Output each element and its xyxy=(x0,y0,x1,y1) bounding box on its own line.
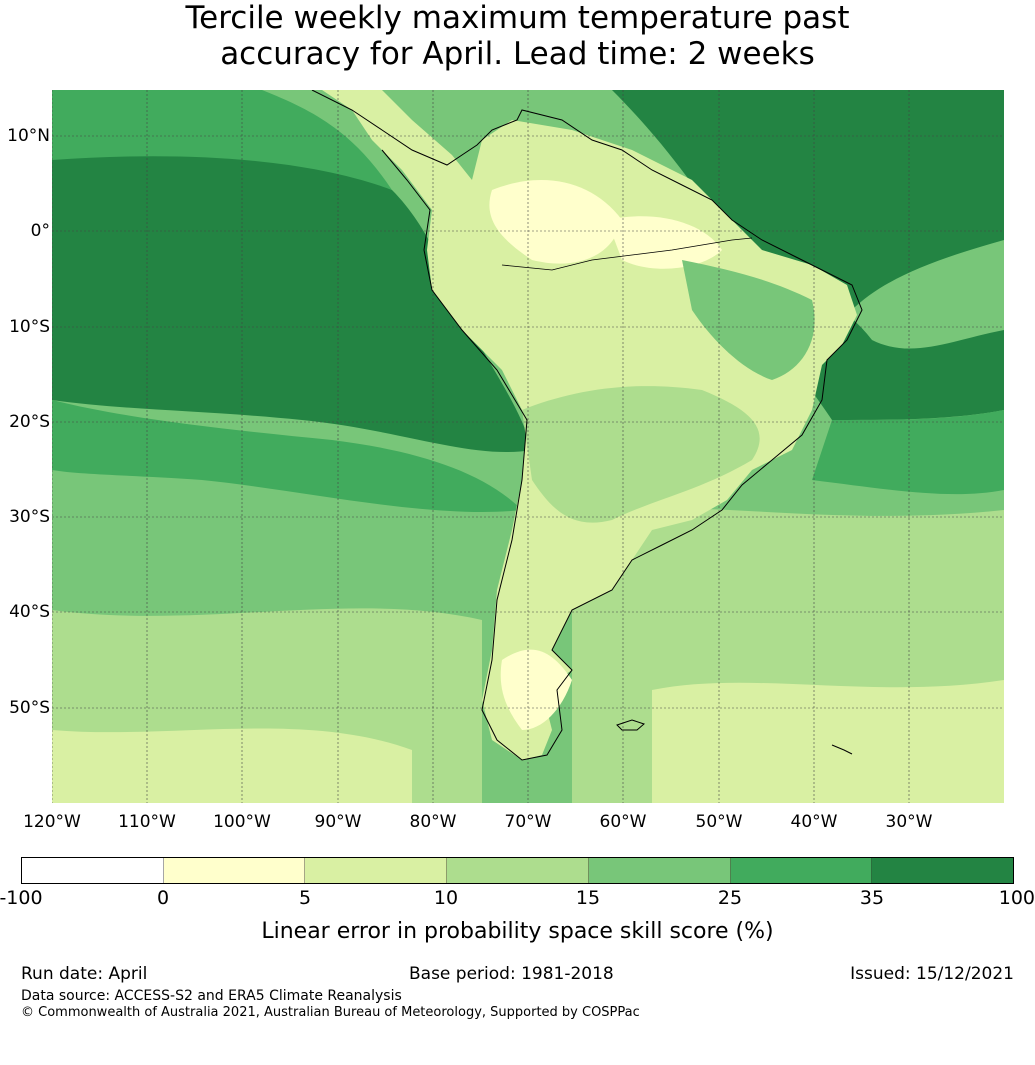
patagonia-low-skill xyxy=(500,649,572,730)
falkland-islands xyxy=(616,719,645,731)
colorbar-tick-minus100: -100 xyxy=(0,887,43,909)
atlantic-35-belt xyxy=(812,410,1004,495)
colorbar-tick-15: 15 xyxy=(575,887,601,909)
colorbar-tick-0: 0 xyxy=(156,887,170,909)
atlantic-high-skill xyxy=(612,90,1004,310)
lat-label-20s: 20°S xyxy=(9,412,50,432)
pacific-high-skill xyxy=(52,142,532,453)
colorbar-segment-2 xyxy=(163,858,306,883)
colorbar-tick-5: 5 xyxy=(298,887,312,909)
colorbar xyxy=(21,857,1014,884)
lon-label-40w: 40°W xyxy=(790,812,838,832)
lat-label-10s: 10°S xyxy=(9,317,50,337)
map-canvas xyxy=(52,90,1004,803)
colorbar-segment-7 xyxy=(872,858,1014,883)
data-source: Data source: ACCESS-S2 and ERA5 Climate … xyxy=(21,988,402,1004)
colorbar-segment-4 xyxy=(447,858,589,883)
river-amazon xyxy=(501,237,753,271)
southern-ocean-lightest xyxy=(52,728,412,803)
run-date: Run date: April xyxy=(21,964,148,984)
title-line-1: Tercile weekly maximum temperature past xyxy=(185,0,850,36)
lon-label-120w: 120°W xyxy=(23,812,81,832)
colorbar-tick-25: 25 xyxy=(717,887,743,909)
atlantic-lightest xyxy=(652,680,1004,803)
lon-label-60w: 60°W xyxy=(599,812,647,832)
lat-label-50s: 50°S xyxy=(9,698,50,718)
colorbar-segment-1 xyxy=(22,858,164,883)
lon-label-100w: 100°W xyxy=(213,812,271,832)
pacific-band-35 xyxy=(52,400,522,513)
colorbar-segment-5 xyxy=(588,858,731,883)
colorbar-tick-10: 10 xyxy=(433,887,459,909)
amazon-low-skill-1 xyxy=(489,180,622,264)
lat-label-0: 0° xyxy=(30,221,50,241)
pacific-north-35 xyxy=(52,90,392,190)
lon-label-30w: 30°W xyxy=(885,812,933,832)
lon-label-70w: 70°W xyxy=(504,812,552,832)
colorbar-tick-100: 100 xyxy=(998,887,1035,909)
lat-label-30s: 30°S xyxy=(9,507,50,527)
coastline xyxy=(311,90,863,761)
colorbar-segment-6 xyxy=(730,858,873,883)
base-period: Base period: 1981-2018 xyxy=(409,964,614,984)
lon-label-50w: 50°W xyxy=(695,812,743,832)
title-line-2: accuracy for April. Lead time: 2 weeks xyxy=(220,36,815,72)
lat-label-10n: 10°N xyxy=(7,126,50,146)
interior-10-15 xyxy=(522,386,760,523)
colorbar-tick-35: 35 xyxy=(859,887,885,909)
map-title: Tercile weekly maximum temperature past … xyxy=(0,0,1035,72)
lon-label-80w: 80°W xyxy=(409,812,457,832)
lon-label-90w: 90°W xyxy=(314,812,362,832)
lat-label-40s: 40°S xyxy=(9,602,50,622)
lon-label-110w: 110°W xyxy=(118,812,176,832)
graticule xyxy=(52,90,1004,803)
issued-date: Issued: 15/12/2021 xyxy=(850,964,1014,984)
south-georgia xyxy=(831,744,853,755)
copyright: © Commonwealth of Australia 2021, Austra… xyxy=(21,1005,640,1020)
colorbar-label: Linear error in probability space skill … xyxy=(261,919,774,944)
colorbar-segment-3 xyxy=(305,858,448,883)
brazil-25 xyxy=(682,260,815,380)
amazon-low-skill-2 xyxy=(607,216,722,269)
